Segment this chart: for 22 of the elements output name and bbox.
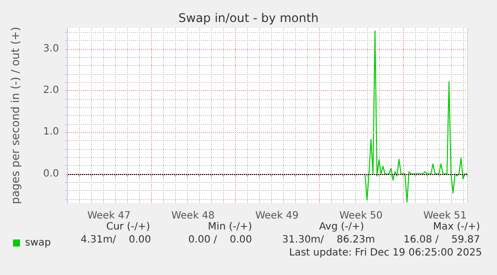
text: 16.08 / 59.87 — [403, 234, 480, 246]
legend-label: swap — [25, 238, 51, 248]
text: 4.31m/ 0.00 — [80, 234, 152, 246]
line-series — [364, 30, 468, 203]
y-axis-title: pages per second in (-) / out (+) — [9, 26, 22, 204]
text: Cur (-/+) — [106, 222, 150, 232]
text: 31.30m/ 86.23m — [282, 234, 376, 246]
y-tick-label: 0.0 — [43, 168, 59, 180]
x-tick-label: Week 47 — [87, 210, 131, 222]
y-tick-label: 3.0 — [43, 43, 59, 54]
text: Last update: Fri Dec 19 06:25:00 2025 — [289, 248, 482, 258]
y-tick-label: 2.0 — [43, 85, 59, 96]
chart-title: Swap in/out - by month — [178, 11, 319, 25]
y-tick-label: 1.0 — [43, 126, 59, 138]
x-tick-label: Week 50 — [339, 210, 383, 222]
text: Avg (-/+) — [319, 222, 364, 232]
text: 0.00 / 0.00 — [188, 234, 252, 246]
x-tick-label: Week 49 — [255, 210, 299, 222]
text: Max (-/+) — [432, 222, 480, 232]
text: Min (-/+) — [208, 222, 252, 232]
x-tick-label: Week 48 — [171, 210, 215, 222]
x-tick-label: Week 51 — [423, 210, 467, 222]
